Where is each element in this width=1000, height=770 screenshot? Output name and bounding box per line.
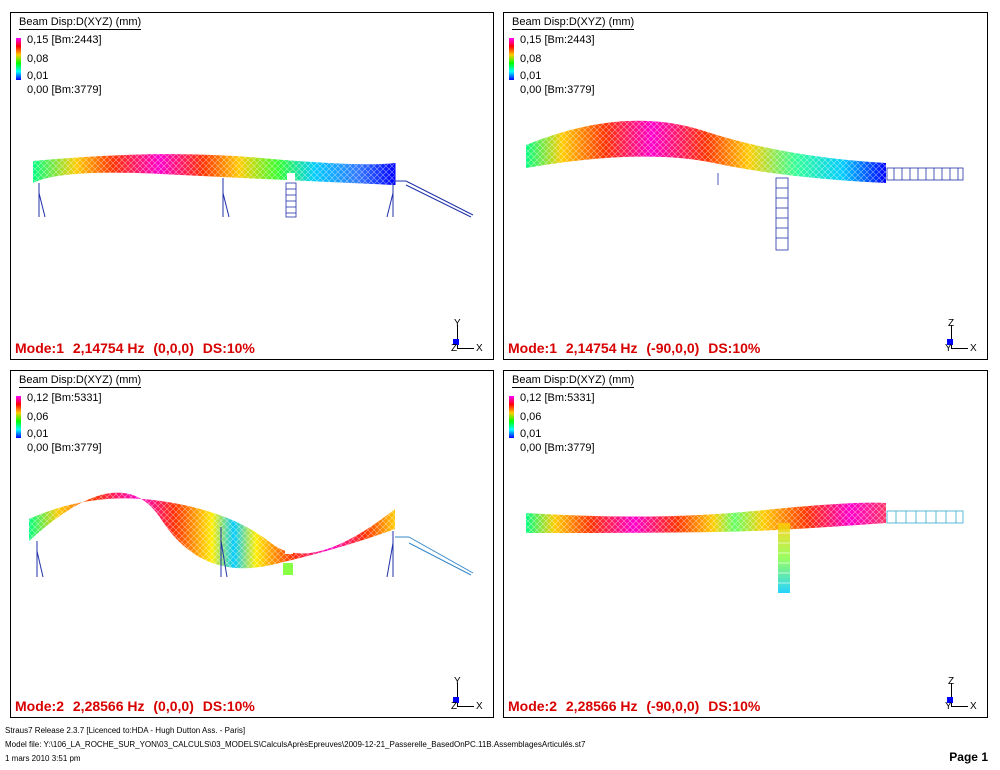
axis-triad: Z Y X (943, 318, 983, 355)
legend-mid: 0,06 (27, 411, 49, 423)
axis-triad: Y Z X (449, 676, 489, 713)
viewport-panel-4[interactable]: Beam Disp:D(XYZ) (mm) 0,12 [Bm:5331] 0,0… (503, 370, 988, 718)
viewport-panel-2[interactable]: Beam Disp:D(XYZ) (mm) 0,15 [Bm:2443] 0,0… (503, 12, 988, 360)
bridge-model-view[interactable] (11, 371, 494, 718)
mode-frequency: 2,14754 Hz (72, 340, 145, 356)
legend-low: 0,01 (27, 428, 49, 440)
access-ramp (886, 167, 964, 181)
axis-label-out: Y (945, 701, 952, 712)
viewport-panel-3[interactable]: Beam Disp:D(XYZ) (mm) 0,12 [Bm:5331] 0,0… (10, 370, 494, 718)
view-angles: (0,0,0) (153, 698, 194, 714)
result-title: Beam Disp:D(XYZ) (mm) (512, 16, 635, 30)
page-number: Page 1 (949, 750, 988, 764)
mode-number: Mode:2 (15, 698, 64, 714)
axis-label-out: Y (945, 343, 952, 354)
viewport-panel-1[interactable]: Beam Disp:D(XYZ) (mm) 0,15 [Bm:2443] 0,0… (10, 12, 494, 360)
legend-max: 0,12 [Bm:5331] (27, 392, 102, 404)
bridge-model-view[interactable] (504, 371, 988, 718)
color-scale-bar (16, 38, 21, 80)
bridge-model-view[interactable] (504, 13, 988, 360)
model-file-path: Model file: Y:\106_LA_ROCHE_SUR_YON\03_C… (5, 740, 586, 749)
mode-frequency: 2,28566 Hz (565, 698, 638, 714)
axis-label-up: Z (948, 676, 955, 687)
origin-icon (453, 339, 459, 345)
axis-label-out: Z (451, 701, 458, 712)
mode-frequency: 2,28566 Hz (72, 698, 145, 714)
axis-label-up: Y (454, 318, 461, 329)
access-ramp (886, 510, 964, 524)
legend-mid: 0,08 (27, 53, 49, 65)
stair-tower (778, 523, 790, 593)
legend-min: 0,00 [Bm:3779] (27, 442, 102, 454)
bridge-model-view[interactable] (11, 13, 494, 360)
mode-label: Mode:2 2,28566 Hz (-90,0,0) DS:10% (508, 698, 765, 714)
result-title: Beam Disp:D(XYZ) (mm) (19, 16, 142, 30)
software-license-line: Straus7 Release 2.3.7 [Licenced to:HDA -… (5, 726, 246, 735)
displacement-scale: DS:10% (202, 698, 255, 714)
mode-frequency: 2,14754 Hz (565, 340, 638, 356)
mode-label: Mode:2 2,28566 Hz (0,0,0) DS:10% (15, 698, 260, 714)
view-angles: (0,0,0) (153, 340, 194, 356)
color-scale-bar (16, 396, 21, 438)
origin-icon (947, 339, 953, 345)
displacement-scale: DS:10% (708, 698, 761, 714)
axis-triad: Y Z X (449, 318, 489, 355)
legend-max: 0,15 [Bm:2443] (27, 34, 102, 46)
axis-label-out: Z (451, 343, 458, 354)
legend-min: 0,00 [Bm:3779] (27, 84, 102, 96)
axis-label-up: Z (948, 318, 955, 329)
view-angles: (-90,0,0) (646, 340, 700, 356)
legend-low: 0,01 (27, 70, 49, 82)
legend-min: 0,00 [Bm:3779] (520, 442, 595, 454)
legend-low: 0,01 (520, 428, 542, 440)
legend-max: 0,15 [Bm:2443] (520, 34, 595, 46)
stair-tower (285, 182, 297, 218)
legend-mid: 0,08 (520, 53, 542, 65)
displacement-scale: DS:10% (708, 340, 761, 356)
axis-label-right: X (970, 701, 977, 712)
color-scale-bar (509, 38, 514, 80)
legend-mid: 0,06 (520, 411, 542, 423)
axis-triad: Z Y X (943, 676, 983, 713)
mode-label: Mode:1 2,14754 Hz (-90,0,0) DS:10% (508, 340, 765, 356)
result-title: Beam Disp:D(XYZ) (mm) (512, 374, 635, 388)
legend-max: 0,12 [Bm:5331] (520, 392, 595, 404)
color-scale-bar (509, 396, 514, 438)
axis-label-up: Y (454, 676, 461, 687)
result-title: Beam Disp:D(XYZ) (mm) (19, 374, 142, 388)
legend-min: 0,00 [Bm:3779] (520, 84, 595, 96)
mode-number: Mode:2 (508, 698, 557, 714)
mode-number: Mode:1 (15, 340, 64, 356)
origin-icon (947, 697, 953, 703)
legend-low: 0,01 (520, 70, 542, 82)
origin-icon (453, 697, 459, 703)
displacement-scale: DS:10% (202, 340, 255, 356)
print-timestamp: 1 mars 2010 3:51 pm (5, 754, 81, 763)
pier-supports (38, 178, 474, 218)
axis-label-right: X (970, 343, 977, 354)
mode-number: Mode:1 (508, 340, 557, 356)
access-ramp (395, 536, 474, 576)
axis-label-right: X (476, 343, 483, 354)
mode-label: Mode:1 2,14754 Hz (0,0,0) DS:10% (15, 340, 260, 356)
stair-tower (717, 173, 789, 251)
view-angles: (-90,0,0) (646, 698, 700, 714)
pier-supports (36, 527, 394, 578)
axis-label-right: X (476, 701, 483, 712)
